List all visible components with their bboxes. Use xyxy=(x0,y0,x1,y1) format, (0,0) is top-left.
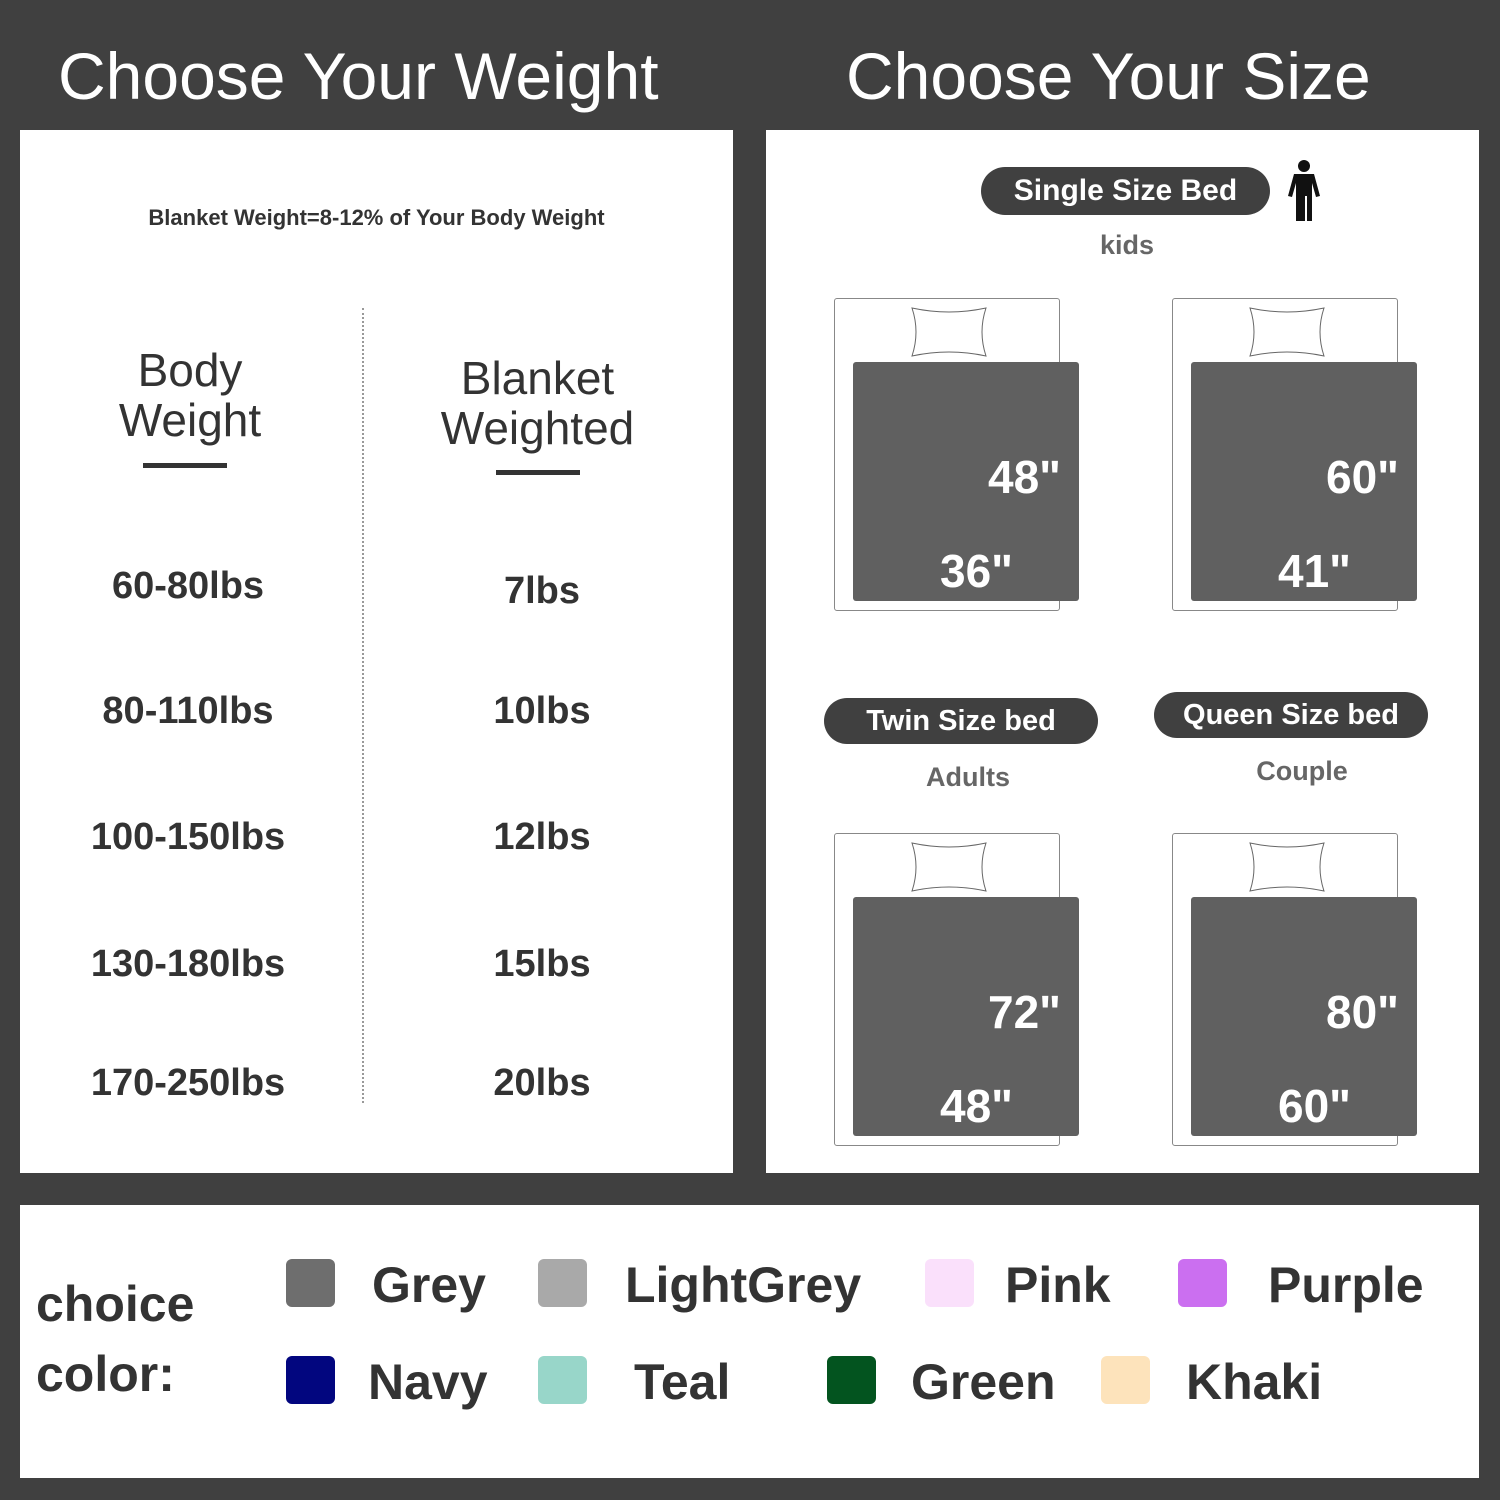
pillow-icon xyxy=(1249,842,1325,892)
body-weight-value: 170-250lbs xyxy=(90,1062,286,1104)
color-label-line1: choice xyxy=(36,1276,195,1332)
body-weight-value: 130-180lbs xyxy=(90,943,286,985)
bed-diagram: 80" 60" xyxy=(1172,833,1422,1153)
bed-diagram: 60" 41" xyxy=(1172,298,1422,618)
blanket-length: 80" xyxy=(1326,986,1399,1038)
body-weight-value: 60-80lbs xyxy=(111,565,265,607)
weight-title: Choose Your Weight xyxy=(58,39,659,113)
pillow-icon xyxy=(911,307,987,357)
column-divider xyxy=(362,308,364,1103)
body-weight-header: Body Weight xyxy=(118,344,262,446)
blanket xyxy=(1191,362,1417,601)
single-size-badge: Single Size Bed xyxy=(981,167,1270,215)
header-underline xyxy=(143,463,227,468)
swatch-khaki[interactable] xyxy=(1101,1356,1150,1404)
blanket-width: 36" xyxy=(940,545,1013,597)
pillow-icon xyxy=(1249,307,1325,357)
single-size-audience: kids xyxy=(1099,230,1155,260)
blanket-weight-value: 15lbs xyxy=(493,943,591,985)
blanket-length: 60" xyxy=(1326,451,1399,503)
twin-size-audience: Adults xyxy=(926,762,1010,792)
swatch-green[interactable] xyxy=(827,1356,876,1404)
swatch-lightgrey[interactable] xyxy=(538,1259,587,1307)
color-name: Pink xyxy=(1005,1257,1111,1313)
size-title: Choose Your Size xyxy=(846,39,1371,113)
blanket-width: 41" xyxy=(1278,545,1351,597)
blanket xyxy=(853,362,1079,601)
blanket-length: 72" xyxy=(988,986,1061,1038)
color-name: LightGrey xyxy=(625,1257,862,1313)
blanket-length: 48" xyxy=(988,451,1061,503)
color-name: Khaki xyxy=(1186,1354,1323,1410)
header-underline xyxy=(496,470,580,475)
body-weight-value: 100-150lbs xyxy=(90,816,286,858)
blanket-weight-value: 20lbs xyxy=(493,1062,591,1104)
bed-diagram: 72" 48" xyxy=(834,833,1084,1153)
twin-size-badge: Twin Size bed xyxy=(824,698,1098,744)
blanket-width: 48" xyxy=(940,1080,1013,1132)
queen-size-audience: Couple xyxy=(1256,756,1348,786)
swatch-pink[interactable] xyxy=(925,1259,974,1307)
body-weight-value: 80-110lbs xyxy=(102,690,274,732)
blanket-weight-value: 12lbs xyxy=(493,816,591,858)
queen-size-badge: Queen Size bed xyxy=(1154,692,1428,738)
color-name: Grey xyxy=(372,1257,486,1313)
blanket xyxy=(853,897,1079,1136)
color-name: Teal xyxy=(634,1354,731,1410)
blanket-weight-value: 7lbs xyxy=(503,570,581,612)
weight-note: Blanket Weight=8-12% of Your Body Weight xyxy=(148,205,605,230)
weight-panel xyxy=(20,130,733,1173)
blanket xyxy=(1191,897,1417,1136)
blanket-width: 60" xyxy=(1278,1080,1351,1132)
pillow-icon xyxy=(911,842,987,892)
color-panel xyxy=(20,1205,1479,1478)
color-label-line2: color: xyxy=(36,1346,175,1402)
swatch-grey[interactable] xyxy=(286,1259,335,1307)
color-name: Purple xyxy=(1268,1257,1424,1313)
bed-diagram: 48" 36" xyxy=(834,298,1084,618)
swatch-navy[interactable] xyxy=(286,1356,335,1404)
person-icon xyxy=(1288,160,1320,221)
blanket-weight-header: Blanket Weighted xyxy=(440,352,635,454)
swatch-purple[interactable] xyxy=(1178,1259,1227,1307)
color-name: Navy xyxy=(368,1354,488,1410)
color-name: Green xyxy=(911,1354,1056,1410)
blanket-weight-value: 10lbs xyxy=(493,690,591,732)
swatch-teal[interactable] xyxy=(538,1356,587,1404)
